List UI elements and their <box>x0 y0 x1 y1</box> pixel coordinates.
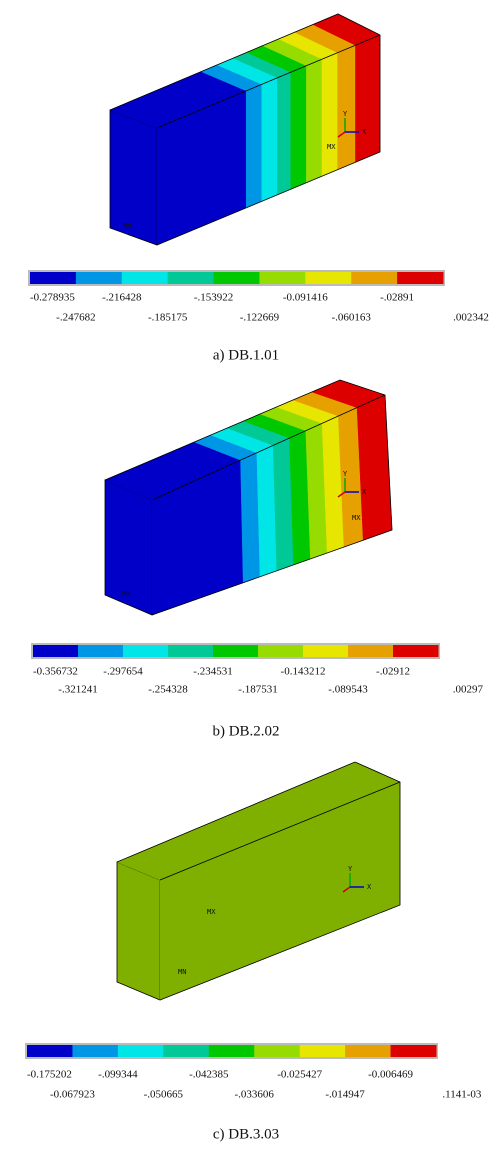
legend-label: -.247682 <box>56 312 95 324</box>
colorbar-swatch <box>299 1045 346 1057</box>
min-label: MN <box>122 590 130 598</box>
axis-z <box>337 131 346 138</box>
legend-label: -.254328 <box>148 684 188 696</box>
legend-label: -0.175202 <box>27 1069 72 1081</box>
legend-label: -.033606 <box>235 1089 275 1101</box>
legend-label: -.014947 <box>325 1089 365 1101</box>
axis-y-label: Y <box>348 865 353 873</box>
legend-label: -.216428 <box>102 292 142 304</box>
legend-label: .002342 <box>453 312 489 324</box>
colorbar-swatch <box>33 645 79 657</box>
legend-label: -0.006469 <box>368 1069 413 1081</box>
side-band <box>245 83 263 209</box>
min-label: MN <box>123 222 131 230</box>
colorbar-swatch <box>213 645 259 657</box>
legend-label: -.02891 <box>380 292 414 304</box>
legend-label: -.297654 <box>103 666 143 678</box>
axis-y-label: Y <box>343 110 348 118</box>
box-edge <box>151 394 386 501</box>
colorbar-swatch <box>117 1045 164 1057</box>
colorbar-swatch <box>78 645 124 657</box>
legend-label: -0.278935 <box>30 292 75 304</box>
colorbar-swatch <box>30 272 77 284</box>
legend-label: .1141-03 <box>442 1089 482 1101</box>
axis-z <box>342 886 351 893</box>
legend-label: -.122669 <box>240 312 280 324</box>
colorbar-swatch <box>168 645 214 657</box>
axis-x-label: X <box>362 128 367 136</box>
colorbar-swatch <box>213 272 260 284</box>
axis-y-label: Y <box>343 470 348 478</box>
legend-label: -.042385 <box>189 1069 229 1081</box>
colorbar-swatch <box>303 645 349 657</box>
min-label: MN <box>178 968 186 976</box>
max-label: MX <box>352 514 361 522</box>
colorbar-swatch <box>27 1045 73 1057</box>
legend-label: -.089543 <box>328 684 368 696</box>
legend-label: -.153922 <box>194 292 233 304</box>
side-band <box>261 77 278 202</box>
colorbar-swatch <box>254 1045 301 1057</box>
colorbar-swatch <box>163 1045 210 1057</box>
caption: b) DB.2.02 <box>212 723 279 739</box>
colorbar-swatch <box>305 272 352 284</box>
side-band <box>277 71 292 196</box>
side-band <box>355 34 381 163</box>
max-label: MX <box>327 143 336 151</box>
colorbar-swatch <box>208 1045 255 1057</box>
legend-label: -0.091416 <box>283 292 328 304</box>
legend-label: -.321241 <box>58 684 97 696</box>
legend-label: -0.143212 <box>281 666 326 678</box>
legend-label: -.185175 <box>148 312 188 324</box>
legend-label: -.234531 <box>193 666 232 678</box>
side-band <box>290 65 307 190</box>
caption: a) DB.1.01 <box>213 347 279 363</box>
legend-label: -.02912 <box>376 666 410 678</box>
colorbar-swatch <box>348 645 394 657</box>
side-band <box>321 52 338 177</box>
legend-label: -0.025427 <box>277 1069 322 1081</box>
colorbar-swatch <box>390 1045 437 1057</box>
box-edge <box>156 34 381 129</box>
caption: c) DB.3.03 <box>213 1126 279 1142</box>
colorbar-swatch <box>393 645 439 657</box>
legend-label: -.060163 <box>332 312 372 324</box>
colorbar-swatch <box>75 272 123 284</box>
end-face <box>109 109 158 246</box>
side-band <box>306 58 323 184</box>
colorbar-swatch <box>345 1045 392 1057</box>
axis-x-label: X <box>362 488 367 496</box>
legend-label: -.187531 <box>238 684 277 696</box>
colorbar-swatch <box>351 272 398 284</box>
legend-label: -.099344 <box>98 1069 138 1081</box>
max-label: MX <box>207 908 216 916</box>
legend-label: -0.067923 <box>50 1089 95 1101</box>
colorbar-swatch <box>397 272 444 284</box>
colorbar-swatch <box>259 272 306 284</box>
axis-x-label: X <box>367 883 372 891</box>
side-band <box>356 394 393 541</box>
colorbar-swatch <box>72 1045 119 1057</box>
colorbar-swatch <box>167 272 215 284</box>
side-band <box>240 452 261 584</box>
legend-label: .00297 <box>453 684 484 696</box>
colorbar-swatch <box>121 272 169 284</box>
axis-z <box>337 491 346 498</box>
side-band <box>337 44 356 171</box>
end-face <box>116 861 161 1001</box>
legend-label: -.050665 <box>144 1089 184 1101</box>
colorbar-swatch <box>258 645 304 657</box>
box-edge <box>159 781 401 881</box>
legend-label: -0.356732 <box>33 666 78 678</box>
colorbar-swatch <box>123 645 169 657</box>
